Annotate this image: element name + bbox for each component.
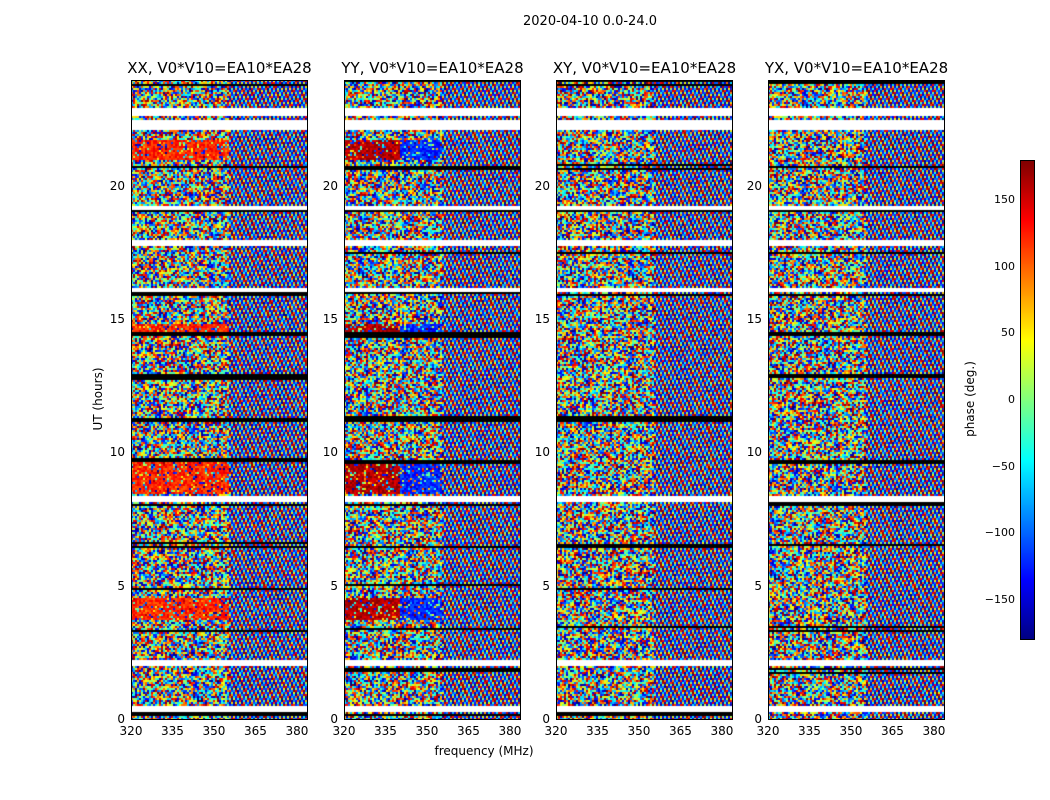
x-tick-label: 365: [244, 724, 267, 738]
x-tick-label: 350: [415, 724, 439, 738]
x-tick-label: 380: [285, 724, 309, 738]
y-tick-label: 15: [322, 312, 338, 326]
panel-title-yy: YY, V0*V10=EA10*EA28: [341, 59, 524, 77]
x-tick-label: 365: [669, 724, 692, 738]
figure-suptitle: 2020-04-10 0.0-24.0: [523, 14, 657, 29]
x-tick-label: 335: [798, 724, 821, 738]
y-tick-label: 15: [746, 312, 762, 326]
panel-title-xy: XY, V0*V10=EA10*EA28: [552, 59, 737, 77]
y-tick-label: 10: [534, 445, 550, 460]
x-tick-label: 350: [202, 724, 226, 738]
x-axis-label: frequency (MHz): [434, 744, 534, 758]
y-tick-label: 20: [109, 178, 125, 193]
x-tick-label: 320: [332, 724, 356, 738]
x-tick-label: 335: [161, 724, 184, 738]
x-tick-label: 350: [627, 724, 651, 738]
y-tick-label: 0: [754, 712, 762, 726]
colorbar-tick-label: 0: [1008, 393, 1015, 406]
panel-title-xx: XX, V0*V10=EA10*EA28: [127, 59, 312, 77]
heatmap-xx: [131, 80, 308, 720]
y-tick-label: 0: [330, 712, 338, 726]
y-tick-label: 10: [322, 445, 338, 460]
x-tick-label: 380: [922, 724, 946, 738]
x-tick-label: 320: [119, 724, 143, 738]
x-tick-label: 335: [586, 724, 609, 738]
y-tick-label: 10: [109, 445, 125, 460]
y-tick-label: 5: [542, 578, 550, 593]
y-tick-label: 20: [534, 178, 550, 193]
y-tick-label: 0: [542, 712, 550, 726]
x-tick-label: 380: [498, 724, 522, 738]
colorbar: [1020, 160, 1035, 640]
y-tick-label: 5: [754, 578, 762, 593]
y-tick-label: 0: [117, 712, 125, 726]
y-tick-label: 10: [746, 445, 762, 460]
x-tick-label: 380: [710, 724, 734, 738]
colorbar-tick-label: 50: [1001, 326, 1015, 340]
y-tick-label: 15: [534, 312, 550, 326]
x-tick-label: 350: [839, 724, 863, 738]
y-tick-label: 5: [117, 578, 125, 593]
x-tick-label: 320: [756, 724, 780, 738]
y-tick-label: 20: [322, 178, 338, 193]
colorbar-tick-label: 100: [994, 259, 1015, 273]
y-tick-label: 5: [330, 578, 338, 593]
panel-title-yx: YX, V0*V10=EA10*EA28: [764, 59, 949, 77]
x-tick-label: 365: [881, 724, 904, 738]
colorbar-tick-label: −100: [984, 526, 1015, 540]
heatmap-xy: [556, 80, 733, 720]
heatmap-yy: [344, 80, 521, 720]
colorbar-tick-label: −50: [991, 459, 1015, 473]
heatmap-yx: [768, 80, 945, 720]
x-tick-label: 320: [544, 724, 568, 738]
x-tick-label: 335: [374, 724, 397, 738]
y-tick-label: 15: [109, 312, 125, 326]
colorbar-label: phase (deg.): [963, 361, 977, 437]
colorbar-tick-label: −150: [984, 593, 1015, 606]
colorbar-tick-label: 150: [994, 193, 1015, 206]
y-tick-label: 20: [746, 178, 762, 193]
x-tick-label: 365: [457, 724, 480, 738]
y-axis-label: UT (hours): [91, 367, 105, 431]
